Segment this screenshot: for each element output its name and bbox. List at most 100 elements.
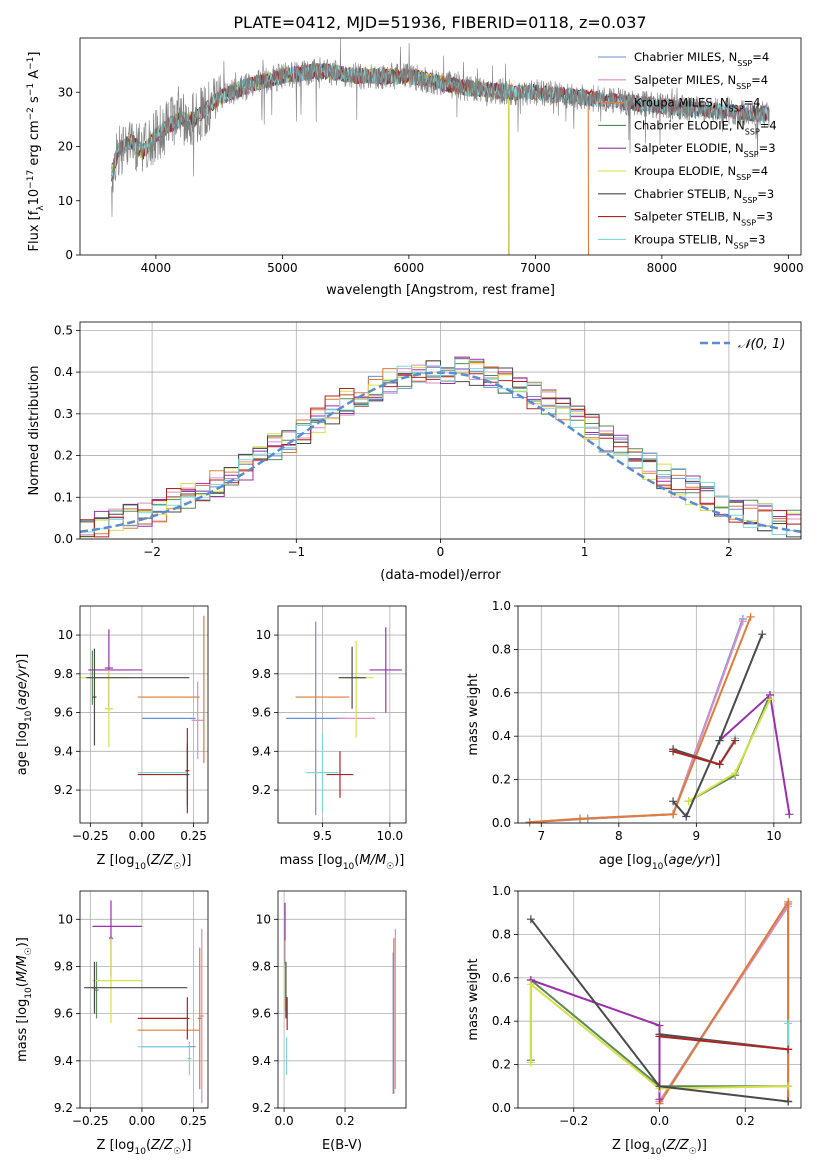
y-tick-label: 0.0 [492,1101,511,1115]
data-point [369,627,402,713]
x-tick-label: 0.0 [275,1114,294,1128]
y-tick-label: 9.2 [54,1101,73,1115]
x-tick-label: 6000 [394,261,425,275]
y-tick-label: 0 [65,248,73,262]
residual-histogram-chart: −2 −1 0 1 2 0.0 0.1 0.2 0.3 0.4 0.5 (data-model)/er… [27,321,802,583]
weight-line [529,620,744,824]
model-spectrum-line [111,64,510,255]
y-tick-label: 0.1 [54,490,73,504]
data-point [197,947,202,1090]
weight-line [659,1035,789,1051]
weight-marker [715,736,724,745]
data-point [92,648,97,746]
y-tick-label: 0.6 [492,971,511,985]
y-tick-label: 10 [58,912,73,926]
grid-lines [80,606,208,823]
y-tick-label: 9.8 [54,667,73,681]
weight-marker [715,760,724,769]
y-tick-label: 10 [58,628,73,642]
data-point [338,646,366,709]
y-tick-label: 9.8 [54,959,73,973]
data-point [191,681,204,760]
axes-frame [277,890,407,1109]
grid-lines [80,891,208,1109]
model-spectrum-line [111,63,510,255]
weight-marker [682,812,691,821]
age-vs-mass-chart: 9.5 10.0 9.2 9.4 9.6 9.8 10 mass [log10(M/M☉)] [252,605,407,872]
x-tick-label: 9000 [773,261,804,275]
data-point [187,1041,192,1075]
weight-line [529,616,752,824]
data-point [185,743,190,806]
weight-marker [576,814,585,823]
x-tick-label: −0.25 [72,829,109,843]
y-tick-label: 9.4 [252,1054,271,1068]
x-axis-label: (data-model)/error [380,568,501,583]
weight-series [526,980,793,1093]
y-tick-label: 10 [58,194,73,208]
weight-marker [758,630,767,639]
spectrum-chart: 4000 5000 6000 7000 8000 9000 0 10 20 30 wavelengt… [26,37,804,298]
weight-series [525,615,747,827]
x-tick-label: 8000 [647,261,678,275]
weight-marker [731,736,740,745]
x-tick-label: −0.25 [72,1114,109,1128]
weight-series [669,736,740,769]
y-tick-label: 0.3 [54,407,73,421]
weight-marker [655,1082,664,1091]
data-point [94,961,99,1019]
y-tick-label: 10 [256,912,271,926]
weight-series [655,1030,793,1054]
weight-marker [785,810,794,819]
grid-lines [278,891,406,1109]
grid-lines [518,605,801,824]
weight-marker [525,818,534,827]
y-tick-label: 0.5 [54,323,73,337]
y-tick-label: 9.4 [54,1054,73,1068]
legend-label: Salpeter MILES, NSSP=4 [634,73,768,91]
weight-line [672,633,764,819]
y-tick-label: 0.6 [492,686,511,700]
y-tick-label: 9.6 [252,706,271,720]
figure-title: PLATE=0412, MJD=51936, FIBERID=0118, z=0… [233,13,646,32]
x-axis-label: mass [log10(M/M☉)] [280,853,405,872]
y-tick-label: 0.0 [492,816,511,830]
weight-marker [655,1095,664,1104]
weight-series [715,690,794,819]
legend-label: Chabrier ELODIE, NSSP=4 [634,118,777,136]
x-tick-label: −1 [287,545,305,559]
weight-series [655,1032,793,1054]
x-tick-label: 8 [615,829,623,843]
weight-marker [731,769,740,778]
y-tick-label: 0.4 [492,729,511,743]
x-tick-label: 0.0 [650,1114,669,1128]
data-point [286,621,346,816]
y-tick-label: 9.8 [252,959,271,973]
grid-lines [278,606,406,823]
x-tick-label: 5000 [267,261,298,275]
data-point [185,997,190,1040]
weight-marker [669,810,678,819]
weight-marker [784,1019,793,1028]
x-tick-label: 0 [437,545,445,559]
weight-series [525,612,755,827]
x-tick-label: 0.25 [180,1114,207,1128]
y-tick-label: 1.0 [492,599,511,613]
y-tick-label: 9.6 [54,1007,73,1021]
age-vs-Z-chart: −0.25 0.00 0.25 9.2 9.4 9.6 9.8 10 Z [log10(Z/Z☉… [15,605,209,872]
y-tick-label: 9.6 [54,706,73,720]
weight-marker [526,980,535,989]
y-axis-label: Flux [fλ10−17 erg cm−2 s−1 A−1] [26,52,46,252]
x-axis-label: age [log10(age/yr)] [599,853,721,872]
y-tick-label: 0.4 [54,365,73,379]
legend-label: Salpeter ELODIE, NSSP=3 [634,141,776,159]
axes-frame [517,605,802,824]
weight-marker [784,1045,793,1054]
y-tick-label: 9.4 [252,744,271,758]
x-tick-label: 9 [693,829,701,843]
weight-marker [669,747,678,756]
data-point [104,669,114,748]
axes-frame [79,890,209,1109]
mass-vs-ebv-chart: 0.0 0.2 9.2 9.4 9.6 9.8 10 [252,890,407,1128]
mass-vs-Z-chart: −0.25 0.00 0.25 9.2 9.4 9.6 9.8 10 Z [log10(Z/Z☉… [15,890,209,1157]
